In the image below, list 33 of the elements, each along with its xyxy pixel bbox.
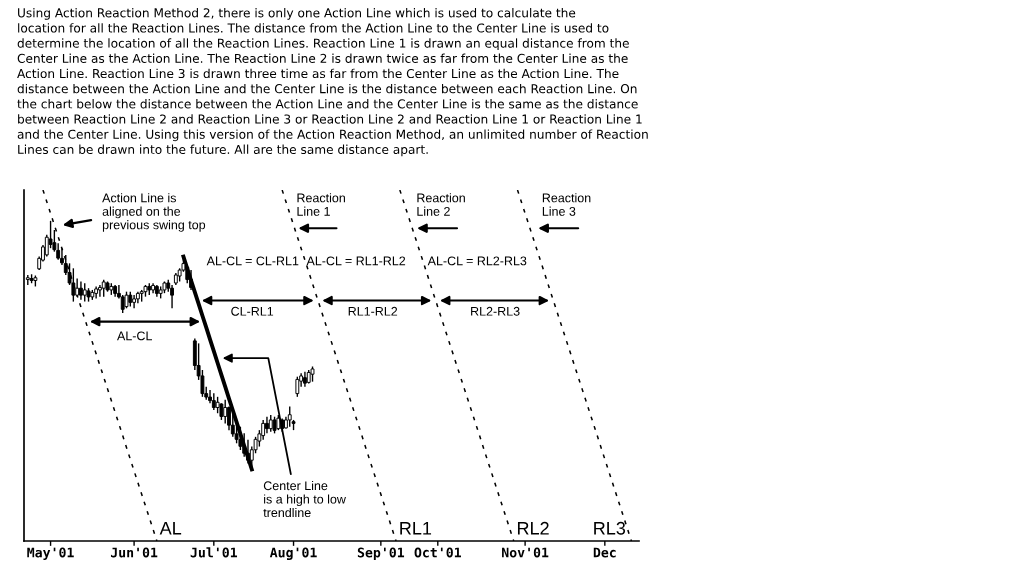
x-tick-label: Jul'01	[190, 547, 238, 558]
annotation: AL-CL = CL-RL1	[206, 256, 299, 266]
series-label: AL	[159, 522, 182, 535]
x-tick-label: Nov'01	[502, 547, 549, 558]
candlestick	[295, 375, 300, 398]
annotation: RL1-RL2	[348, 306, 398, 316]
candlestick	[79, 280, 83, 301]
candlestick	[170, 284, 174, 310]
text: Reaction Line 3	[542, 193, 591, 216]
text: Center Line is a high to low trendline	[263, 480, 346, 518]
annotation: AL-CL = RL2-RL3	[427, 256, 527, 266]
x-tick-label: Jun'01	[110, 547, 158, 558]
series-label: RL2	[517, 521, 549, 535]
annotation: Action Line is aligned on the previous swing top	[102, 193, 206, 232]
annotation: CL-RL1	[231, 306, 274, 316]
text: Using Action Reaction Method 2, there is only one Action Line which is used to calculate the location for all the Reaction Lines. The distance from the Action Line to the Center Line is used to determine the location of all the Reaction Lines. Reaction Line 1 is drawn an equal distance from the Center Line as the Action Line. The Reaction Line 2 is drawn twice as far from the Center Line as the Action Line. Reaction Line 3 is drawn three time as far from the Center Line as the Action Line. The distance between the Action Line and the Center Line is the distance between each Reaction Line. On the chart below the distance between the Action Line and the Center Line is the same as the distance between Reaction Line 2 and Reaction Line 3 or Reaction Line 2 and Reaction Line 1 or Reaction Line 1 and the Center Line. Using this version of the Action Reaction Method, an unlimited number of Reaction Lines can be drawn into the future. All are the same distance apart.	[17, 8, 648, 157]
x-tick-label: Dec	[593, 547, 616, 558]
text: Reaction Line 2	[417, 193, 465, 216]
candlestick	[82, 282, 87, 303]
annotation: AL-CL = RL1-RL2	[306, 256, 406, 266]
annotation: RL2-RL3	[471, 306, 520, 316]
x-tick-label: Sep'01	[357, 547, 405, 561]
candlestick	[223, 399, 228, 425]
series-label: RL1	[400, 522, 432, 535]
series-label: RL3	[594, 521, 626, 535]
candlestick	[189, 269, 193, 291]
candlestick	[71, 267, 76, 303]
annotation: AL-CL	[117, 331, 152, 341]
x-tick-label: May'01	[27, 547, 74, 561]
text: Reaction Line 1	[297, 193, 345, 216]
candlestick	[75, 277, 80, 298]
x-tick-label: Aug'01	[269, 547, 317, 561]
x-tick-label: Oct'01	[414, 547, 461, 558]
